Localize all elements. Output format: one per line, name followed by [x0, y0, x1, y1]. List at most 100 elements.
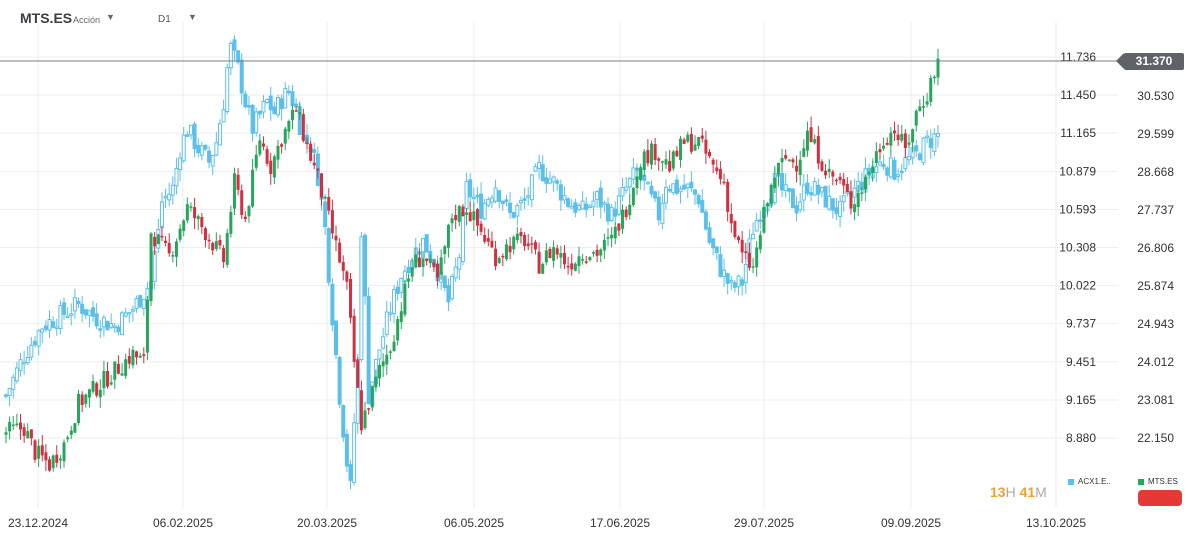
candle-body — [193, 207, 197, 219]
candle-body — [254, 154, 258, 168]
candle-body — [211, 242, 215, 251]
candle-body — [432, 262, 436, 268]
candle-body — [892, 159, 897, 180]
candle-body — [584, 261, 588, 263]
candle-body — [885, 167, 890, 176]
caret-down-icon[interactable]: ▼ — [188, 12, 197, 22]
candle-body — [446, 284, 451, 303]
candle-body — [272, 156, 276, 178]
candle-body — [725, 273, 730, 284]
candle-body — [58, 458, 62, 461]
legend-label: ACX1.E.. — [1078, 477, 1111, 486]
candle-body — [508, 202, 513, 213]
candle-body — [801, 184, 806, 201]
candle-body — [228, 43, 233, 69]
candle-body — [436, 263, 440, 278]
candle-body — [856, 192, 860, 208]
candle-body — [610, 234, 614, 239]
candle-body — [737, 236, 741, 241]
candle-body — [693, 144, 697, 151]
candle-body — [595, 191, 600, 200]
legend-item-acx1[interactable]: ACX1.E.. — [1068, 477, 1111, 486]
candle-body — [450, 275, 455, 300]
x-tick-label: 23.12.2024 — [8, 516, 68, 530]
candle-body — [388, 351, 392, 353]
candle-body — [631, 188, 635, 206]
candle-body — [363, 410, 367, 429]
candle-body — [424, 234, 429, 253]
candle-body — [124, 359, 128, 376]
candle-body — [258, 140, 262, 155]
candle-body — [827, 168, 831, 172]
candle-body — [722, 269, 727, 277]
left-tick-label: 11.165 — [1060, 126, 1096, 140]
candle-body — [667, 188, 672, 192]
candle-body — [743, 264, 748, 284]
series-acx1 — [4, 35, 940, 490]
indicator-pill[interactable] — [1138, 490, 1182, 506]
candle-body — [664, 186, 669, 204]
candle-body — [127, 312, 132, 315]
candle-body — [460, 211, 465, 263]
candle-body — [675, 150, 679, 157]
right-tick-label: 23.081 — [1137, 393, 1174, 407]
candle-body — [87, 389, 91, 398]
candle-body — [11, 424, 15, 427]
candle-body — [222, 248, 226, 263]
instrument-kind: Acción — [73, 15, 101, 25]
candle-body — [159, 201, 164, 229]
timeframe-select[interactable]: D1 — [158, 14, 171, 25]
candle-body — [210, 154, 215, 167]
candle-body — [668, 160, 672, 172]
candle-body — [483, 235, 487, 242]
timer-minutes: 41 — [1019, 484, 1036, 500]
candle-body — [547, 178, 552, 184]
candle-body — [903, 156, 908, 170]
candle-body — [399, 278, 404, 293]
candle-body — [66, 437, 70, 440]
legend-item-mts[interactable]: MTS.ES — [1138, 477, 1178, 486]
chart-toolbar: MTS.ES Acción ▼ D1 ▼ — [0, 0, 600, 36]
symbol-label[interactable]: MTS.ES — [20, 10, 73, 26]
candle-body — [718, 254, 723, 277]
candle-body — [109, 323, 114, 328]
candle-body — [755, 247, 759, 268]
candle-body — [613, 226, 617, 239]
candle-body — [421, 259, 425, 267]
candle-body — [899, 170, 904, 174]
candle-body — [269, 160, 273, 174]
candle-body — [36, 330, 41, 347]
candle-body — [236, 50, 241, 63]
candle-body — [417, 257, 421, 268]
candle-body — [62, 442, 66, 462]
candle-body — [453, 266, 458, 279]
candle-body — [744, 251, 748, 254]
candle-body — [471, 196, 476, 200]
candle-body — [261, 101, 266, 113]
candle-body — [703, 211, 708, 230]
candle-body — [384, 311, 389, 335]
candle-body — [374, 376, 378, 388]
candle-body — [685, 183, 690, 189]
candle-body — [580, 200, 585, 210]
caret-down-icon[interactable]: ▼ — [106, 12, 115, 22]
candle-body — [326, 228, 331, 283]
right-tick-label: 29.599 — [1137, 127, 1174, 141]
candle-body — [4, 432, 8, 435]
candle-body — [494, 248, 498, 267]
right-tick-label: 25.874 — [1137, 279, 1174, 293]
candle-body — [595, 250, 599, 256]
candle-body — [569, 205, 574, 209]
candle-body — [888, 157, 893, 178]
candle-body — [813, 139, 817, 144]
candle-body — [8, 421, 12, 432]
candle-body — [841, 195, 846, 203]
left-tick-label: 9.737 — [1066, 317, 1096, 331]
candle-body — [105, 320, 110, 331]
candle-body — [366, 295, 371, 405]
candle-body — [236, 174, 240, 190]
candle-body — [254, 111, 259, 133]
candle-body — [504, 199, 509, 202]
candle-body — [395, 286, 400, 294]
